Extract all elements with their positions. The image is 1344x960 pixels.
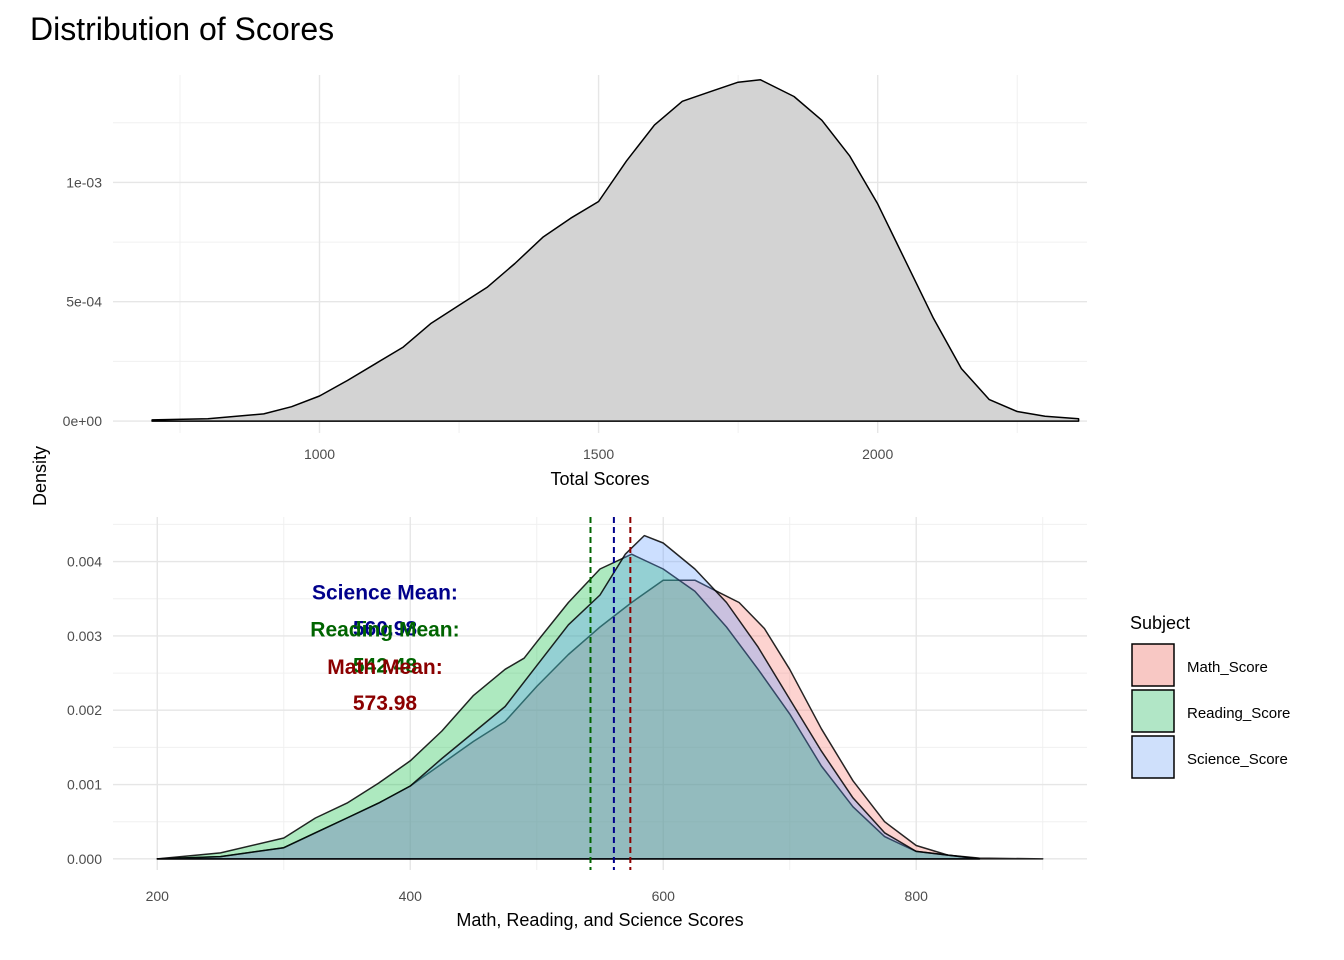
x-tick-label: 400	[399, 888, 423, 904]
y-tick-label: 0.001	[67, 777, 102, 793]
legend-swatch	[1131, 689, 1175, 733]
total-scores-x-ticks: 1000 1500 2000	[304, 446, 894, 462]
legend-title: Subject	[1130, 613, 1190, 633]
legend-swatch	[1131, 735, 1175, 779]
subject-scores-x-axis-label: Math, Reading, and Science Scores	[456, 910, 743, 930]
x-tick-label: 2000	[862, 446, 893, 462]
y-tick-label: 0e+00	[63, 413, 103, 429]
legend-label: Reading_Score	[1187, 705, 1290, 722]
mean-annotation-value: 573.98	[353, 692, 418, 715]
x-tick-label: 200	[146, 888, 170, 904]
total-scores-y-ticks: 0e+00 5e-04 1e-03	[63, 174, 103, 429]
figure-title: Distribution of Scores	[30, 11, 334, 47]
mean-annotation-value: 560.98	[353, 617, 418, 640]
legend-label: Science_Score	[1187, 751, 1288, 768]
subject-scores-x-ticks: 200 400 600 800	[146, 888, 929, 904]
y-tick-label: 0.003	[67, 628, 102, 644]
y-tick-label: 0.002	[67, 702, 102, 718]
y-tick-label: 0.004	[67, 554, 102, 570]
total-scores-density	[151, 79, 1080, 422]
mean-annotation-label: Reading Mean:	[310, 619, 459, 642]
x-tick-label: 1500	[583, 446, 614, 462]
subject-mean-lines	[589, 517, 632, 870]
mean-annotation-label: Math Mean:	[327, 656, 443, 679]
y-tick-label: 5e-04	[66, 294, 102, 310]
total-scores-panel: 0e+00 5e-04 1e-03 1000 1500 2000 Total Score…	[63, 75, 1087, 489]
x-tick-label: 600	[652, 888, 676, 904]
legend-entries: Math_Score Reading_Score Science_Score	[1131, 643, 1290, 779]
legend-label: Math_Score	[1187, 659, 1268, 676]
x-tick-label: 800	[905, 888, 929, 904]
y-tick-label: 1e-03	[66, 174, 102, 190]
shared-y-axis-label: Density	[30, 446, 50, 506]
science-score-density-area	[156, 534, 981, 860]
reading-score-density-area	[156, 553, 981, 860]
total-score-density-area	[151, 79, 1080, 422]
x-tick-label: 1000	[304, 446, 335, 462]
subject-scores-densities	[156, 534, 1044, 860]
total-scores-x-axis-label: Total Scores	[550, 469, 649, 489]
subject-scores-y-ticks: 0.000 0.001 0.002 0.003 0.004	[67, 554, 102, 867]
mean-annotation-label: Science Mean:	[312, 581, 458, 604]
legend-swatch	[1131, 643, 1175, 687]
mean-annotation-value: 542.48	[353, 655, 418, 678]
subject-legend: Subject Math_Score Reading_Score Science_S…	[1130, 613, 1290, 779]
y-tick-label: 0.000	[67, 851, 102, 867]
